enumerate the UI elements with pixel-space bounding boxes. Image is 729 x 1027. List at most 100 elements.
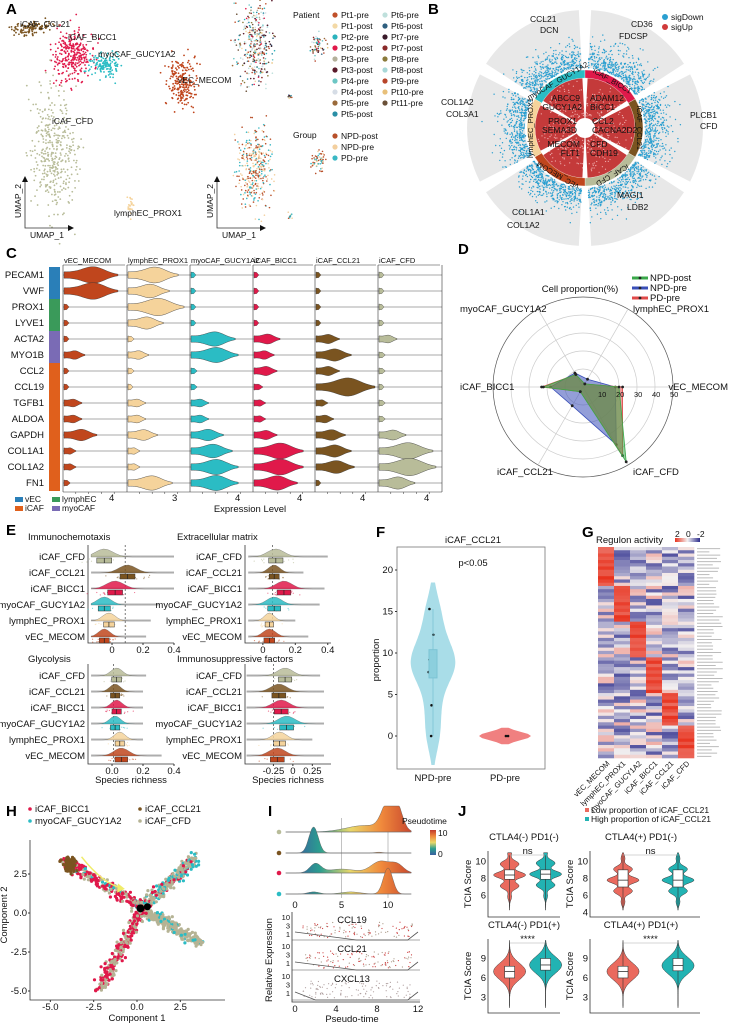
umap-point <box>268 166 270 169</box>
sigdown-point <box>645 135 648 138</box>
umap-point <box>64 107 67 110</box>
umap-point <box>30 168 32 171</box>
sigup-point <box>580 89 582 91</box>
umap-point <box>132 204 134 206</box>
sigdown-point <box>509 133 511 135</box>
sigdown-point <box>547 192 550 194</box>
umap-point <box>36 131 38 134</box>
umap-point <box>36 108 39 110</box>
umap-point <box>76 51 79 54</box>
sigdown-point <box>655 139 657 142</box>
umap-point <box>271 72 274 75</box>
sigdown-point <box>595 200 598 202</box>
sigdown-point <box>647 152 650 155</box>
sigdown-point <box>513 130 516 133</box>
sigdown-point <box>615 184 617 187</box>
sigdown-point <box>637 168 639 170</box>
umap-point <box>178 94 181 97</box>
sigdown-point <box>514 159 516 161</box>
sigdown-point <box>652 69 654 71</box>
sigdown-point <box>561 198 563 201</box>
umap-point <box>43 168 46 171</box>
umap-point <box>254 20 257 23</box>
sigdown-point <box>533 174 535 176</box>
sigdown-point <box>552 199 554 201</box>
umap-point <box>259 0 261 2</box>
umap-point <box>55 182 58 185</box>
sigdown-point <box>646 172 649 174</box>
umap-point <box>249 177 252 179</box>
umap-point <box>47 158 49 161</box>
sigdown-point <box>521 132 523 134</box>
umap-point <box>242 32 245 35</box>
umap-point <box>176 88 179 91</box>
umap-point <box>261 145 264 147</box>
sigdown-point <box>509 141 511 143</box>
umap-point <box>57 72 60 75</box>
sigdown-point <box>636 68 638 71</box>
umap-point <box>65 183 67 186</box>
sigup-point <box>617 141 620 143</box>
umap-point <box>265 45 268 48</box>
umap-point <box>72 47 75 50</box>
umap-point <box>313 38 315 41</box>
umap-point <box>253 56 256 59</box>
sigdown-point <box>640 85 643 88</box>
umap-point <box>253 192 256 194</box>
umap-point <box>315 35 317 38</box>
umap-point <box>248 4 250 6</box>
umap-point <box>265 42 267 45</box>
sigdown-point <box>540 74 543 76</box>
sigdown-point <box>513 136 515 138</box>
umap-point <box>263 175 265 178</box>
sigdown-point <box>569 196 571 199</box>
umap-point <box>72 59 75 61</box>
umap-point <box>259 35 261 38</box>
umap-point <box>255 146 257 149</box>
umap-point <box>321 47 324 50</box>
umap-point <box>109 62 112 65</box>
sigdown-point <box>654 67 656 70</box>
sigdown-point <box>575 54 577 57</box>
umap-point <box>248 168 250 170</box>
umap-point <box>264 12 267 14</box>
sigup-point <box>605 160 607 163</box>
sigup-point <box>593 167 595 169</box>
sigdown-point <box>528 85 530 87</box>
sigdown-point <box>621 176 624 179</box>
sigdown-point <box>500 110 502 112</box>
umap-point <box>265 49 268 51</box>
umap-point <box>111 69 114 72</box>
umap-point <box>316 43 319 45</box>
umap-point <box>253 179 256 182</box>
sigdown-point <box>520 121 522 123</box>
umap-point <box>49 170 52 173</box>
umap-point <box>269 149 272 152</box>
sigdown-point <box>627 46 629 49</box>
umap-point <box>266 24 269 27</box>
sigdown-point <box>599 64 602 66</box>
sigdown-point <box>615 61 618 64</box>
sigdown-point <box>591 195 593 197</box>
umap-point <box>51 200 54 203</box>
umap-point <box>258 80 260 82</box>
umap-point <box>252 201 255 203</box>
umap-point <box>55 148 58 151</box>
sigdown-point <box>604 65 607 67</box>
umap-point <box>64 78 67 80</box>
sigdown-point <box>662 145 664 147</box>
sigdown-point <box>655 99 657 101</box>
umap-point <box>326 46 329 49</box>
umap-point <box>245 156 248 158</box>
umap-point <box>70 37 73 39</box>
umap-point <box>262 36 265 38</box>
sigdown-point <box>526 72 528 74</box>
sigdown-point <box>550 47 552 49</box>
sigdown-point <box>666 163 669 165</box>
sigdown-point <box>516 110 518 112</box>
panel-label-d: D <box>458 241 469 258</box>
umap-point <box>253 189 255 192</box>
sigdown-point <box>569 61 571 63</box>
umap-point <box>263 48 266 50</box>
umap-point <box>51 151 53 154</box>
